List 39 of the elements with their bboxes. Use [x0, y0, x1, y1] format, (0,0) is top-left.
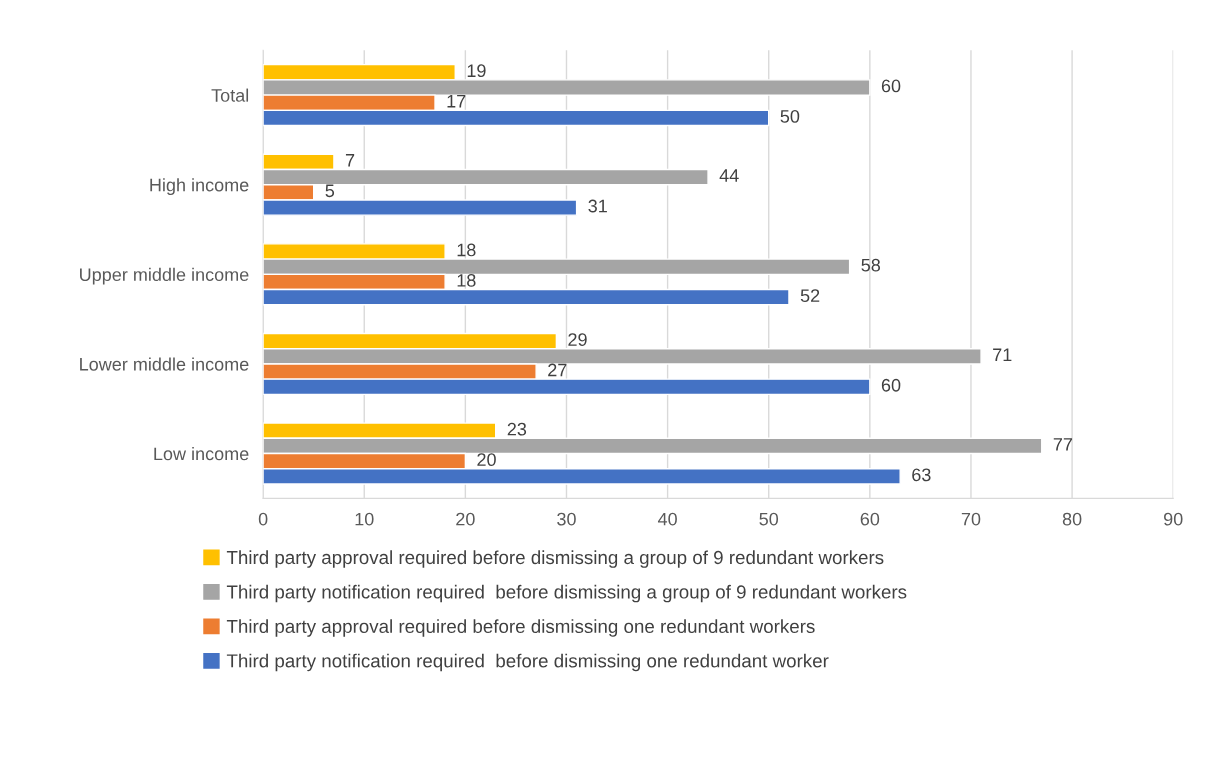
data-label: 44	[719, 169, 739, 182]
data-label: 20	[477, 453, 496, 467]
x-tick-label: 60	[860, 512, 880, 526]
x-tick-label: 50	[759, 512, 779, 526]
data-label: 18	[457, 243, 476, 257]
y-tick-label: Total	[211, 88, 249, 102]
data-label: 5	[325, 184, 335, 198]
x-tick-label: 90	[1164, 512, 1183, 526]
data-label: 19	[467, 64, 486, 78]
data-label: 60	[881, 378, 901, 392]
data-label: 77	[1053, 438, 1073, 451]
data-label: 60	[881, 79, 901, 93]
data-label: 23	[507, 422, 527, 436]
legend-label: Third party approval required before dismissing one redundant workers	[226, 619, 815, 637]
x-tick-label: 30	[557, 512, 576, 526]
x-tick-label: 20	[456, 512, 475, 526]
legend-label: Third party notification required before dismissing a group of 9 redundant workers	[226, 584, 907, 603]
x-tick-label: 40	[657, 512, 677, 526]
data-label: 17	[447, 94, 466, 108]
data-label: 52	[800, 289, 820, 303]
y-tick-label: High income	[150, 178, 249, 195]
y-tick-label: Lower middle income	[80, 357, 249, 371]
legend-label: Third party notification required before dismissing one redundant worker	[226, 653, 829, 672]
y-tick-label: Low income	[154, 447, 249, 461]
x-tick-label: 80	[1062, 512, 1082, 526]
x-tick-label: 0	[258, 512, 268, 526]
data-label: 50	[780, 110, 800, 123]
x-tick-label: 10	[355, 512, 374, 526]
data-label: 27	[548, 363, 567, 377]
data-label: 71	[993, 348, 1012, 361]
legend-label: Third party approval required before dismissing a group of 9 redundant workers	[226, 550, 884, 568]
y-tick-label: Upper middle income	[80, 267, 249, 285]
data-label: 18	[457, 274, 476, 287]
data-label: 7	[345, 154, 355, 167]
data-label: 63	[912, 468, 931, 482]
data-label: 58	[861, 258, 881, 272]
data-label: 31	[588, 199, 607, 213]
data-label: 29	[568, 333, 587, 346]
x-tick-label: 70	[961, 512, 981, 526]
